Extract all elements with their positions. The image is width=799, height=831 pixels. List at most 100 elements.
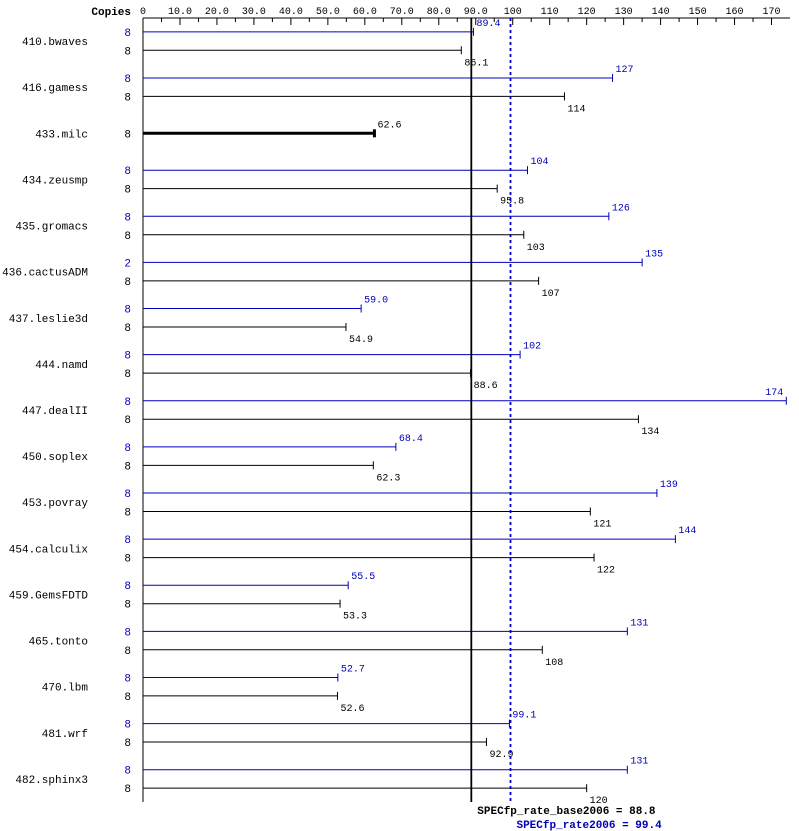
x-tick-label: 160 (726, 7, 744, 18)
copies-value: 8 (124, 129, 131, 141)
base-value-label: 86.1 (464, 58, 488, 69)
x-tick-label: 10.0 (168, 7, 192, 18)
copies-value: 8 (124, 92, 131, 104)
benchmark-label: 436.cactusADM (2, 268, 88, 280)
peak-value-label: 102 (523, 342, 541, 353)
copies-value: 8 (124, 461, 131, 473)
reference-label: SPECfp_rate_base2006 = 88.8 (477, 806, 656, 818)
benchmark-label: 465.tonto (29, 637, 88, 649)
copies-value: 8 (124, 231, 131, 243)
peak-value-label: 59.0 (364, 296, 388, 307)
peak-value-label: 131 (630, 757, 648, 768)
copies-value: 8 (124, 415, 131, 427)
benchmark-label: 416.gamess (22, 83, 88, 95)
x-tick-label: 20.0 (205, 7, 229, 18)
base-value-label: 88.6 (474, 381, 498, 392)
x-tick-label: 70.0 (390, 7, 414, 18)
copies-value: 8 (124, 305, 131, 317)
peak-value-label: 55.5 (351, 572, 375, 583)
copies-value: 8 (124, 369, 131, 381)
x-tick-label: 80.0 (427, 7, 451, 18)
copies-value: 8 (124, 323, 131, 335)
spec-chart: 010.020.030.040.050.060.070.080.090.0100… (0, 0, 799, 831)
peak-value-label: 52.7 (341, 664, 365, 675)
peak-value-label: 174 (765, 388, 783, 399)
copies-value: 8 (124, 535, 131, 547)
copies-value: 8 (124, 185, 131, 197)
peak-value-label: 89.4 (477, 19, 501, 30)
x-tick-label: 130 (615, 7, 633, 18)
peak-value-label: 99.1 (512, 711, 536, 722)
base-value-label: 95.8 (500, 197, 524, 208)
base-value-label: 53.3 (343, 612, 367, 623)
benchmark-label: 437.leslie3d (9, 314, 88, 326)
copies-value: 8 (124, 166, 131, 178)
copies-value: 8 (124, 46, 131, 58)
benchmark-label: 433.milc (35, 129, 88, 141)
benchmark-label: 410.bwaves (22, 37, 88, 49)
copies-value: 8 (124, 673, 131, 685)
copies-value: 8 (124, 212, 131, 224)
benchmark-label: 459.GemsFDTD (9, 590, 89, 602)
base-value-label: 62.3 (376, 473, 400, 484)
benchmark-label: 435.gromacs (15, 222, 88, 234)
copies-value: 8 (124, 766, 131, 778)
copies-value: 8 (124, 443, 131, 455)
x-tick-label: 150 (689, 7, 707, 18)
base-value-label: 114 (567, 104, 585, 115)
peak-value-label: 144 (678, 526, 696, 537)
copies-value: 8 (124, 600, 131, 612)
copies-value: 8 (124, 74, 131, 86)
x-tick-label: 140 (652, 7, 670, 18)
x-tick-label: 50.0 (316, 7, 340, 18)
benchmark-label: 444.namd (35, 360, 88, 372)
peak-value-label: 139 (660, 480, 678, 491)
benchmark-label: 453.povray (22, 498, 88, 510)
copies-value: 8 (124, 692, 131, 704)
copies-value: 8 (124, 646, 131, 658)
benchmark-label: 482.sphinx3 (15, 775, 88, 787)
x-tick-label: 60.0 (353, 7, 377, 18)
x-tick-label: 110 (541, 7, 559, 18)
benchmark-label: 470.lbm (42, 683, 89, 695)
benchmark-label: 447.dealII (22, 406, 88, 418)
copies-value: 8 (124, 720, 131, 732)
base-value-label: 103 (527, 243, 545, 254)
benchmark-label: 454.calculix (9, 544, 89, 556)
base-value-label: 121 (593, 519, 611, 530)
copies-value: 8 (124, 784, 131, 796)
reference-label: SPECfp_rate2006 = 99.4 (516, 820, 662, 831)
copies-value: 8 (124, 627, 131, 639)
benchmark-label: 434.zeusmp (22, 175, 88, 187)
base-value-label: 134 (641, 427, 659, 438)
x-tick-label: 0 (140, 7, 146, 18)
x-tick-label: 40.0 (279, 7, 303, 18)
copies-value: 8 (124, 489, 131, 501)
x-tick-label: 30.0 (242, 7, 266, 18)
base-value-label: 62.6 (377, 120, 401, 131)
peak-value-label: 135 (645, 249, 663, 260)
x-tick-label: 100 (504, 7, 522, 18)
base-value-label: 107 (542, 289, 560, 300)
benchmark-label: 450.soplex (22, 452, 88, 464)
peak-value-label: 126 (612, 203, 630, 214)
peak-value-label: 104 (531, 157, 549, 168)
peak-value-label: 68.4 (399, 434, 423, 445)
x-tick-label: 120 (578, 7, 596, 18)
benchmark-label: 481.wrf (42, 729, 88, 741)
x-tick-label: 170 (763, 7, 781, 18)
copies-value: 8 (124, 397, 131, 409)
copies-header: Copies (91, 7, 131, 19)
base-value-label: 108 (545, 658, 563, 669)
peak-value-label: 127 (616, 65, 634, 76)
copies-value: 8 (124, 507, 131, 519)
base-value-label: 52.6 (340, 704, 364, 715)
peak-value-label: 131 (630, 618, 648, 629)
copies-value: 8 (124, 581, 131, 593)
copies-value: 8 (124, 28, 131, 40)
copies-value: 8 (124, 277, 131, 289)
copies-value: 8 (124, 351, 131, 363)
copies-value: 8 (124, 554, 131, 566)
base-value-label: 122 (597, 566, 615, 577)
copies-value: 2 (124, 258, 131, 270)
